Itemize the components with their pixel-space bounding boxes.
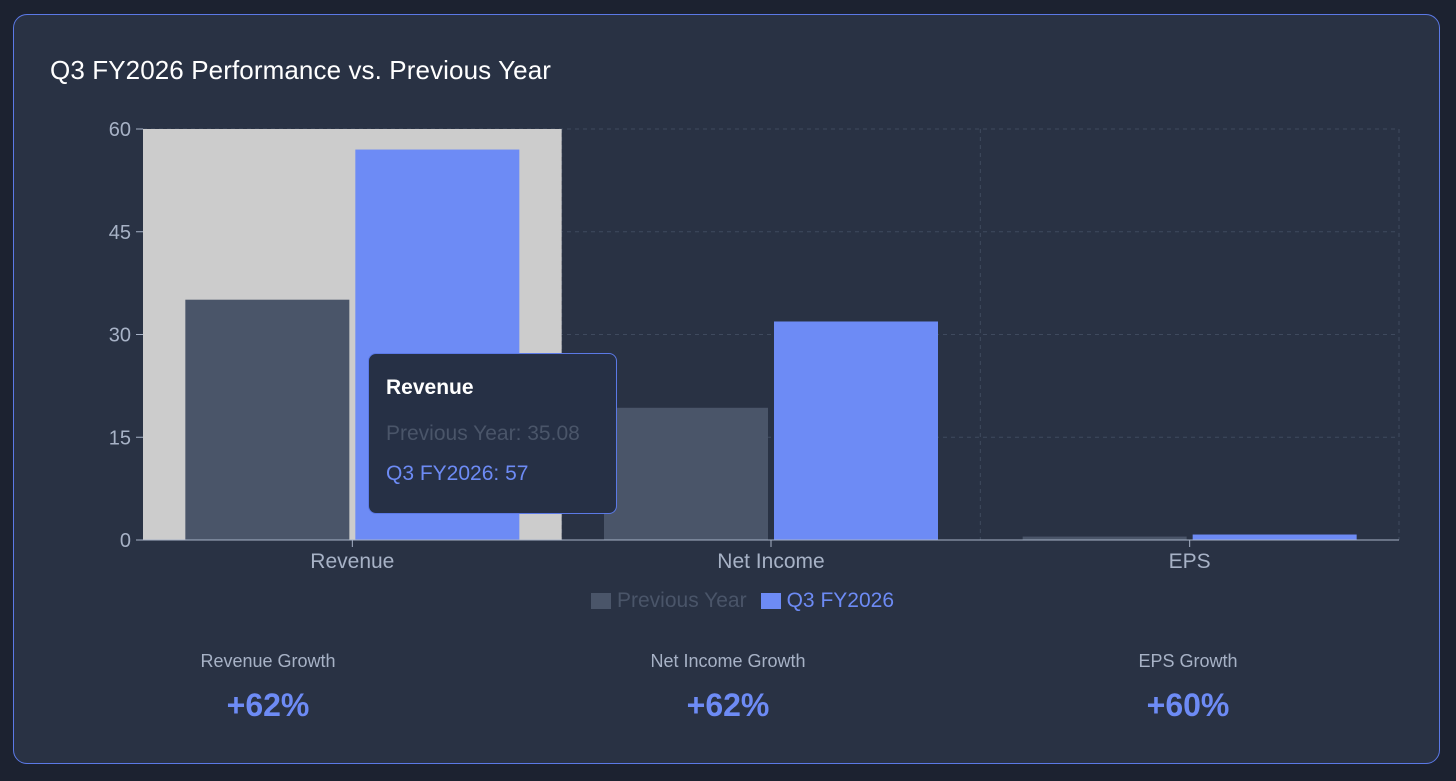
stat-label: EPS Growth [1138,651,1238,671]
y-tick-label: 60 [109,119,131,141]
y-tick-label: 30 [109,325,131,347]
chart-tooltip: Revenue Previous Year: 35.08 Q3 FY2026: … [368,353,617,514]
legend-swatch-q3-fy2026 [760,593,781,609]
stat-value: +60% [1146,687,1230,723]
tooltip-title: Revenue [386,376,474,399]
legend-item-q3-fy2026[interactable]: Q3 FY2026 [760,589,894,613]
performance-card: Q3 FY2026 Performance vs. Previous Year … [13,14,1440,764]
tooltip-previous-value: Previous Year: 35.08 [386,422,580,445]
bar-chart[interactable]: 0 15 30 45 60 Revenue Net Income EPS [14,15,1441,615]
bar-eps-q3-fy2026[interactable] [1192,534,1357,540]
legend-label-previous-year: Previous Year [617,589,747,612]
legend-swatch-previous-year [591,593,611,609]
y-tick-label: 45 [109,222,131,244]
bar-eps-previous-year[interactable] [1022,536,1187,540]
bars[interactable] [185,149,1357,541]
chart-legend: Previous Year Q3 FY2026 [14,589,1441,613]
stat-net-income-growth: Net Income Growth +62% [578,651,878,724]
x-tick-label: Net Income [717,550,824,573]
stat-value: +62% [686,687,770,723]
x-tick-label: Revenue [310,550,394,573]
x-tick-label: EPS [1169,550,1211,573]
legend-item-previous-year[interactable]: Previous Year [591,589,747,613]
stat-label: Revenue Growth [200,651,336,671]
tooltip-current-value: Q3 FY2026: 57 [386,462,529,485]
chart-title: Q3 FY2026 Performance vs. Previous Year [50,55,552,85]
y-tick-label: 15 [109,427,131,449]
bar-net-income-q3-fy2026[interactable] [774,321,938,540]
legend-label-q3-fy2026: Q3 FY2026 [786,589,894,612]
bar-revenue-previous-year[interactable] [185,299,350,540]
stat-label: Net Income Growth [650,651,806,671]
axes: 0 15 30 45 60 Revenue Net Income EPS [109,119,1399,573]
y-tick-label: 0 [120,530,131,552]
bar-net-income-previous-year[interactable] [604,407,768,540]
stat-revenue-growth: Revenue Growth +62% [118,651,418,724]
stat-eps-growth: EPS Growth +60% [1038,651,1338,724]
stat-value: +62% [226,687,310,723]
